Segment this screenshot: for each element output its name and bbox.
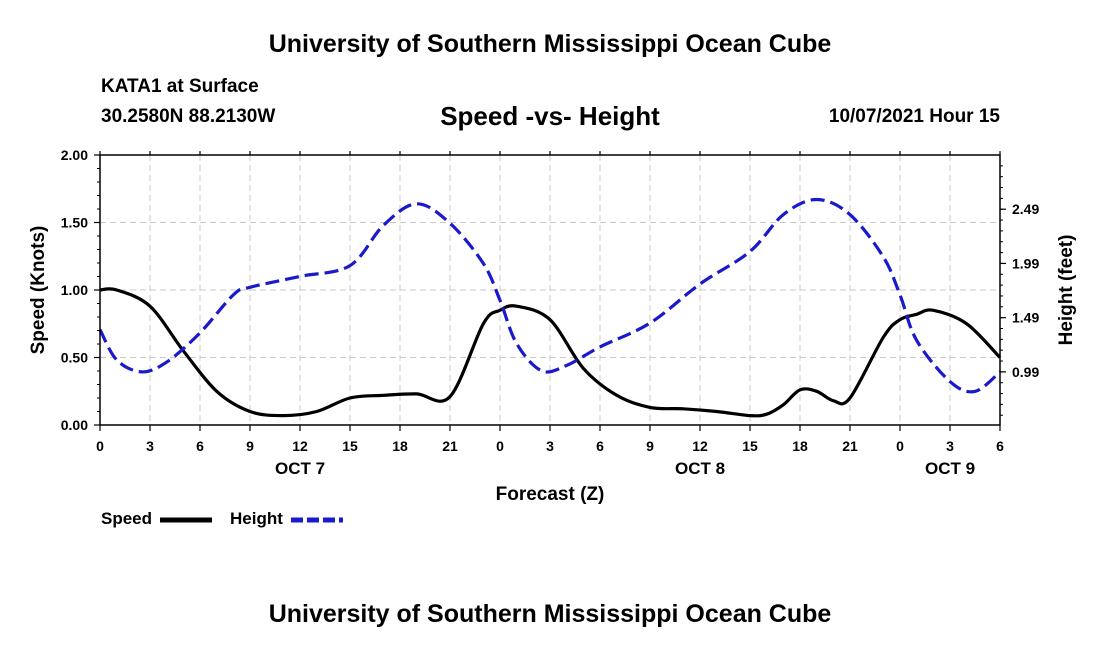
axis-ticks <box>94 151 1006 431</box>
day-label: OCT 8 <box>675 459 725 478</box>
x-tick-label: 9 <box>646 438 654 454</box>
x-tick-label: 3 <box>946 438 954 454</box>
series-lines <box>98 197 1002 418</box>
x-tick-label: 6 <box>596 438 604 454</box>
x-tick-label: 21 <box>442 438 458 454</box>
forecast-datetime: 10/07/2021 Hour 15 <box>828 106 1000 127</box>
y-left-tick-label: 2.00 <box>61 147 88 163</box>
y-right-tick-label: 1.49 <box>1012 310 1039 326</box>
x-tick-label: 0 <box>896 438 904 454</box>
y-left-tick-label: 0.00 <box>61 417 88 433</box>
station-name: KATA1 at Surface <box>101 76 259 97</box>
x-tick-label: 15 <box>742 438 758 454</box>
x-tick-label: 0 <box>496 438 504 454</box>
y-right-tick-label: 2.49 <box>1012 201 1039 217</box>
x-tick-label: 12 <box>292 438 308 454</box>
legend-speed-label: Speed <box>101 509 153 528</box>
y-right-tick-label: 1.99 <box>1012 255 1039 271</box>
x-tick-label: 6 <box>196 438 204 454</box>
x-tick-label: 0 <box>96 438 104 454</box>
x-tick-label: 9 <box>246 438 254 454</box>
page-title-top: University of Southern Mississippi Ocean… <box>268 30 832 58</box>
x-axis-title: Forecast (Z) <box>496 484 605 505</box>
y-axis-left-title: Speed (Knots) <box>28 226 49 355</box>
series-line-speed <box>99 287 1002 418</box>
y-left-tick-label: 0.50 <box>61 350 88 366</box>
series-line-height <box>98 197 1002 394</box>
x-tick-label: 21 <box>842 438 858 454</box>
x-tick-label: 3 <box>546 438 554 454</box>
x-tick-label: 18 <box>792 438 808 454</box>
y-left-tick-label: 1.00 <box>61 282 88 298</box>
day-label: OCT 9 <box>925 459 975 478</box>
grid-lines <box>100 155 1000 425</box>
chart-title: Speed -vs- Height <box>440 101 660 131</box>
x-tick-label: 12 <box>692 438 708 454</box>
axis-labels: 0 3 6 9 12 15 18 21 0 3 6 9 12 15 18 21 0 3 6 0.00 0.50 1.00 1… <box>61 147 1040 478</box>
x-tick-label: 6 <box>996 438 1004 454</box>
day-label: OCT 7 <box>275 459 325 478</box>
x-tick-label: 18 <box>392 438 408 454</box>
page-title-bottom: University of Southern Mississippi Ocean… <box>268 600 832 628</box>
x-tick-label: 3 <box>146 438 154 454</box>
y-axis-right-title: Height (feet) <box>1056 235 1077 346</box>
y-right-tick-label: 0.99 <box>1012 364 1039 380</box>
legend-height-label: Height <box>230 509 283 528</box>
station-coordinates: 30.2580N 88.2130W <box>101 106 276 127</box>
y-left-tick-label: 1.50 <box>61 215 88 231</box>
x-tick-label: 15 <box>342 438 358 454</box>
